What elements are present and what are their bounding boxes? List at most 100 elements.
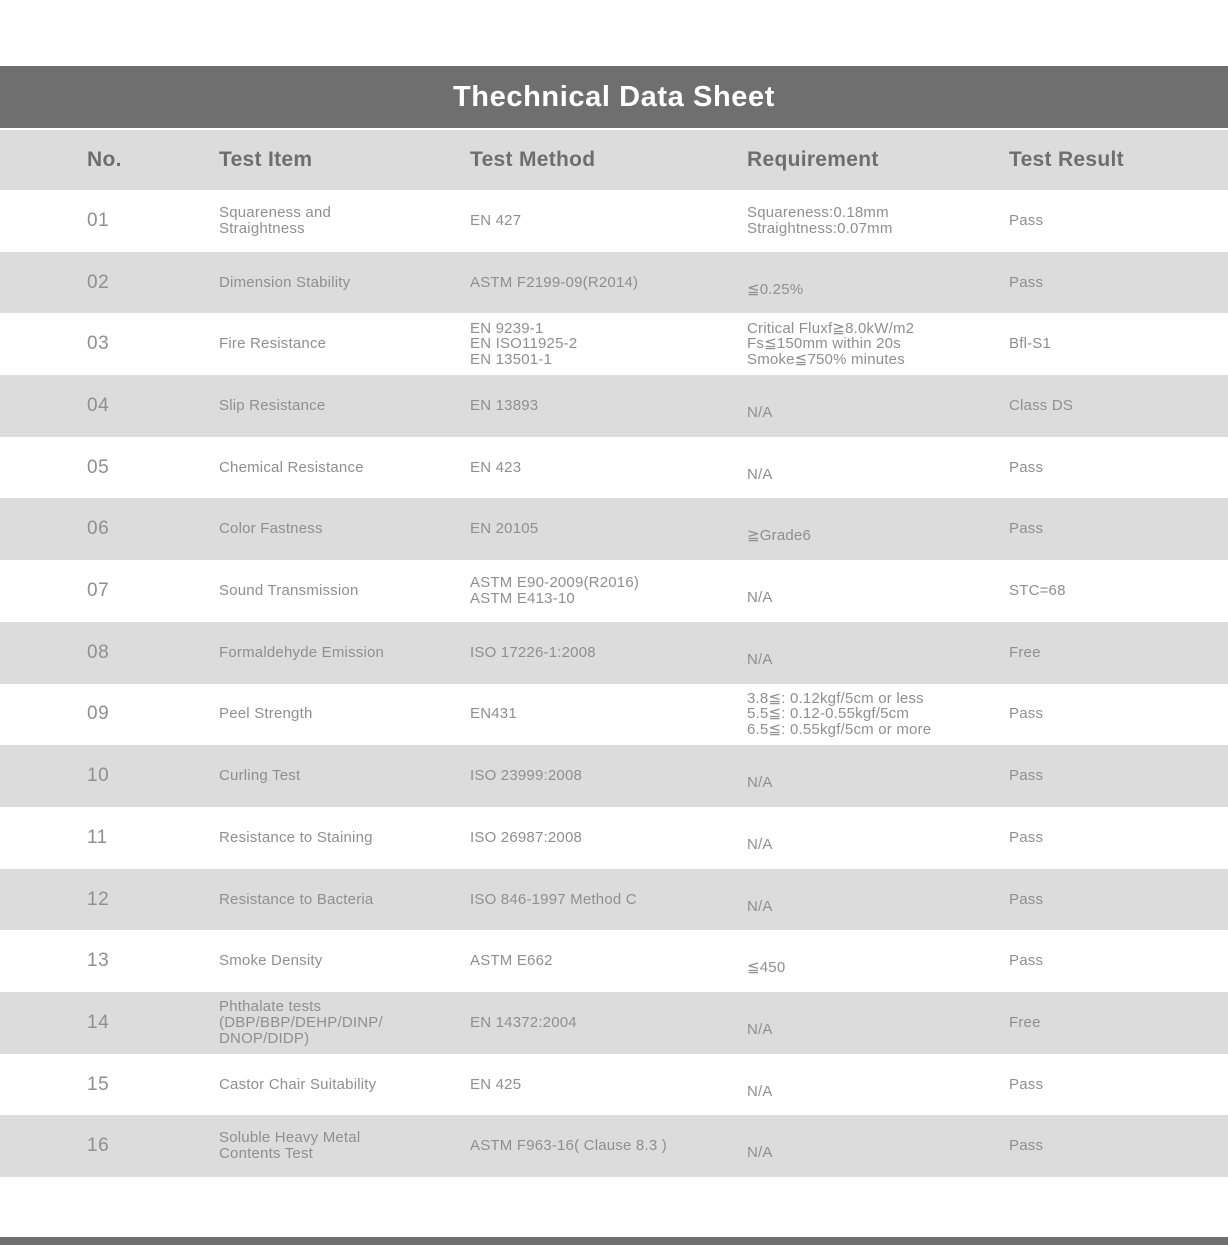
cell-item: Smoke Density [219, 952, 323, 970]
column-header-no: No. [87, 148, 122, 171]
cell-no: 06 [87, 518, 110, 540]
cell-item: Soluble Heavy Metal Contents Test [219, 1129, 361, 1163]
cell-no: 01 [87, 209, 110, 231]
cell-no: 07 [87, 580, 110, 602]
cell-requirement: ≧Grade6 [747, 527, 812, 545]
cell-no: 10 [87, 765, 110, 787]
cell-no: 08 [87, 641, 110, 663]
cell-requirement: ≦0.25% [747, 280, 804, 298]
table-row: 05 Chemical Resistance EN 423 N/A Pass [0, 436, 1228, 499]
cell-requirement: N/A [747, 589, 773, 607]
cell-result: Bfl-S1 [1009, 335, 1052, 353]
cell-result: Pass [1009, 767, 1044, 785]
cell-result: STC=68 [1009, 582, 1066, 600]
cell-result: Pass [1009, 458, 1044, 476]
title-bar: Thechnical Data Sheet [0, 66, 1228, 128]
cell-result: Pass [1009, 705, 1044, 723]
cell-result: Free [1009, 1013, 1041, 1031]
cell-requirement: 3.8≦: 0.12kgf/5cm or less 5.5≦: 0.12-0.55… [747, 689, 932, 739]
cell-no: 13 [87, 950, 110, 972]
table-row: 08 Formaldehyde Emission ISO 17226-1:200… [0, 621, 1228, 684]
cell-method: ASTM F2199-09(R2014) [470, 273, 639, 291]
cell-item: Castor Chair Suitability [219, 1075, 377, 1093]
column-header-test-method: Test Method [470, 148, 596, 171]
table-row: 10 Curling Test ISO 23999:2008 N/A Pass [0, 745, 1228, 807]
cell-method: EN 9239-1 EN ISO11925-2 EN 13501-1 [470, 319, 578, 369]
cell-item: Phthalate tests (DBP/BBP/DEHP/DINP/DNOP/D… [219, 998, 383, 1047]
data-table: No. Test Item Test Method Requirement Te… [0, 130, 1228, 1177]
cell-method: ISO 26987:2008 [470, 828, 583, 846]
cell-method: ASTM E90-2009(R2016) ASTM E413-10 [470, 574, 640, 607]
table-row: 14 Phthalate tests (DBP/BBP/DEHP/DINP/DNO… [0, 991, 1228, 1054]
cell-requirement: Squareness:0.18mm Straightness:0.07mm [747, 204, 893, 237]
cell-result: Pass [1009, 273, 1044, 291]
cell-requirement: N/A [747, 1082, 773, 1100]
cell-requirement: N/A [747, 774, 773, 792]
cell-item: Resistance to Staining [219, 828, 373, 846]
cell-item: Color Fastness [219, 520, 323, 538]
table-row: 16 Soluble Heavy Metal Contents Test ASTM… [0, 1115, 1228, 1177]
cell-no: 12 [87, 888, 110, 910]
cell-item: Formaldehyde Emission [219, 643, 385, 661]
cell-requirement: Critical Fluxf≧8.0kW/m2 Fs≦150mm within 2… [747, 319, 915, 369]
cell-no: 04 [87, 395, 110, 416]
cell-method: EN 425 [470, 1075, 522, 1093]
table-row: 06 Color Fastness EN 20105 ≧Grade6 Pass [0, 498, 1228, 561]
cell-no: 11 [87, 826, 108, 848]
cell-result: Pass [1009, 890, 1044, 908]
table-row: 01 Squareness and Straightness EN 427 Squ… [0, 190, 1228, 252]
cell-result: Pass [1009, 1137, 1044, 1155]
cell-method: EN 423 [470, 458, 522, 476]
cell-result: Pass [1009, 952, 1044, 970]
table-row: 07 Sound Transmission ASTM E90-2009(R201… [0, 560, 1228, 622]
cell-no: 05 [87, 456, 110, 478]
cell-method: EN 20105 [470, 520, 539, 538]
cell-no: 09 [87, 703, 110, 725]
cell-method: EN 13893 [470, 397, 539, 414]
cell-requirement: N/A [747, 465, 773, 483]
table-rows: 01 Squareness and Straightness EN 427 Squ… [0, 190, 1228, 1177]
cell-item: Dimension Stability [219, 273, 351, 291]
column-header-requirement: Requirement [747, 148, 879, 171]
cell-result: Pass [1009, 828, 1044, 846]
column-header-test-result: Test Result [1009, 148, 1124, 171]
cell-item: Resistance to Bacteria [219, 890, 374, 908]
cell-result: Pass [1009, 1075, 1044, 1093]
cell-method: EN 427 [470, 211, 522, 229]
table-row: 15 Castor Chair Suitability EN 425 N/A P… [0, 1053, 1228, 1116]
cell-method: ISO 846-1997 Method C [470, 890, 637, 908]
cell-item: Peel Strength [219, 705, 313, 723]
cell-no: 15 [87, 1073, 110, 1095]
cell-result: Pass [1009, 211, 1044, 229]
cell-no: 02 [87, 271, 110, 293]
cell-item: Sound Transmission [219, 582, 359, 600]
table-row: 13 Smoke Density ASTM E662 ≦450 Pass [0, 930, 1228, 992]
cell-requirement: N/A [747, 897, 773, 915]
cell-method: EN 14372:2004 [470, 1013, 577, 1031]
table-row: 03 Fire Resistance EN 9239-1 EN ISO11925-… [0, 313, 1228, 376]
cell-result: Class DS [1009, 397, 1074, 414]
cell-method: ISO 17226-1:2008 [470, 643, 596, 661]
cell-requirement: N/A [747, 404, 773, 421]
cell-no: 16 [87, 1135, 110, 1157]
cell-method: ASTM F963-16( Clause 8.3 ) [470, 1137, 667, 1155]
page-title: Thechnical Data Sheet [452, 80, 776, 113]
cell-result: Pass [1009, 520, 1044, 538]
cell-method: ASTM E662 [470, 952, 553, 970]
cell-no: 14 [87, 1011, 110, 1033]
cell-requirement: ≦450 [747, 959, 786, 977]
cell-requirement: N/A [747, 650, 773, 668]
column-header-test-item: Test Item [219, 148, 313, 171]
table-row: 12 Resistance to Bacteria ISO 846-1997 M… [0, 868, 1228, 931]
table-row: 09 Peel Strength EN431 3.8≦: 0.12kgf/5cm… [0, 683, 1228, 746]
cell-item: Chemical Resistance [219, 458, 364, 476]
table-row: 04 Slip Resistance EN 13893 N/A Class DS [0, 375, 1228, 437]
cell-method: EN431 [470, 705, 517, 723]
cell-result: Free [1009, 643, 1041, 661]
cell-requirement: N/A [747, 1144, 773, 1162]
cell-requirement: N/A [747, 835, 773, 853]
cell-item: Squareness and Straightness [219, 204, 332, 237]
cell-method: ISO 23999:2008 [470, 767, 583, 785]
cell-no: 03 [87, 333, 110, 355]
